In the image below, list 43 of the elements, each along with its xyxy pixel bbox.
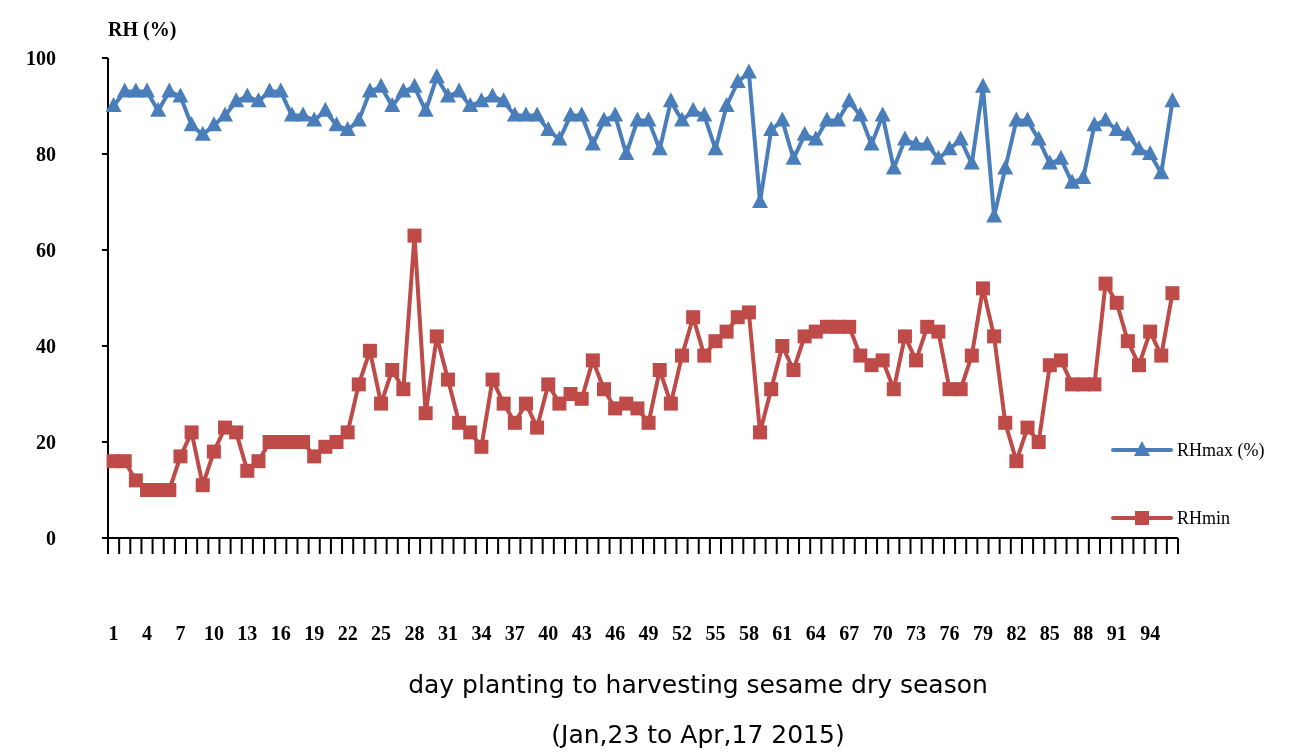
x-axis-title: day planting to harvesting sesame dry season (408, 670, 988, 699)
x-tick-label: 28 (404, 622, 425, 644)
x-tick-label: 94 (1140, 622, 1161, 644)
x-tick-label: 7 (175, 622, 186, 644)
x-tick-label: 73 (906, 622, 927, 644)
x-tick-label: 31 (437, 622, 458, 644)
y-tick-label: 40 (36, 335, 56, 357)
x-tick-label: 40 (538, 622, 559, 644)
text: (Jan,23 to Apr,17 2015) (551, 720, 845, 749)
x-tick-label: 1 (108, 622, 119, 644)
y-axis-title: RH (%) (108, 18, 177, 41)
y-tick-label: 20 (36, 431, 56, 453)
x-tick-label: 85 (1039, 622, 1060, 644)
x-tick-label: 4 (142, 622, 153, 644)
x-tick-label: 61 (772, 622, 793, 644)
x-tick-label: 49 (638, 622, 659, 644)
x-tick-label: 22 (337, 622, 358, 644)
y-tick-label: 80 (36, 143, 56, 165)
y-tick-label: 100 (26, 47, 56, 69)
x-tick-label: 76 (939, 622, 960, 644)
x-tick-label: 16 (270, 622, 291, 644)
x-tick-label: 46 (605, 622, 626, 644)
x-tick-label: 79 (972, 622, 993, 644)
x-tick-label: 19 (304, 622, 325, 644)
x-tick-label: 58 (738, 622, 759, 644)
legend-label: RHmax (%) (1177, 440, 1265, 462)
x-tick-label: 43 (571, 622, 592, 644)
legend-label: RHmin (1177, 508, 1231, 529)
x-tick-label: 52 (672, 622, 693, 644)
x-tick-label: 91 (1106, 622, 1127, 644)
x-tick-label: 82 (1006, 622, 1027, 644)
x-tick-label: 70 (872, 622, 893, 644)
y-tick-label: 0 (46, 527, 56, 549)
y-tick-label: 60 (36, 239, 56, 261)
x-tick-label: 34 (471, 622, 492, 644)
x-tick-label: 10 (203, 622, 224, 644)
x-tick-label: 37 (504, 622, 525, 644)
x-tick-label: 25 (371, 622, 392, 644)
x-tick-label: 88 (1073, 622, 1094, 644)
x-tick-label: 13 (237, 622, 258, 644)
x-tick-label: 67 (839, 622, 860, 644)
x-tick-label: 64 (805, 622, 826, 644)
x-tick-label: 55 (705, 622, 726, 644)
